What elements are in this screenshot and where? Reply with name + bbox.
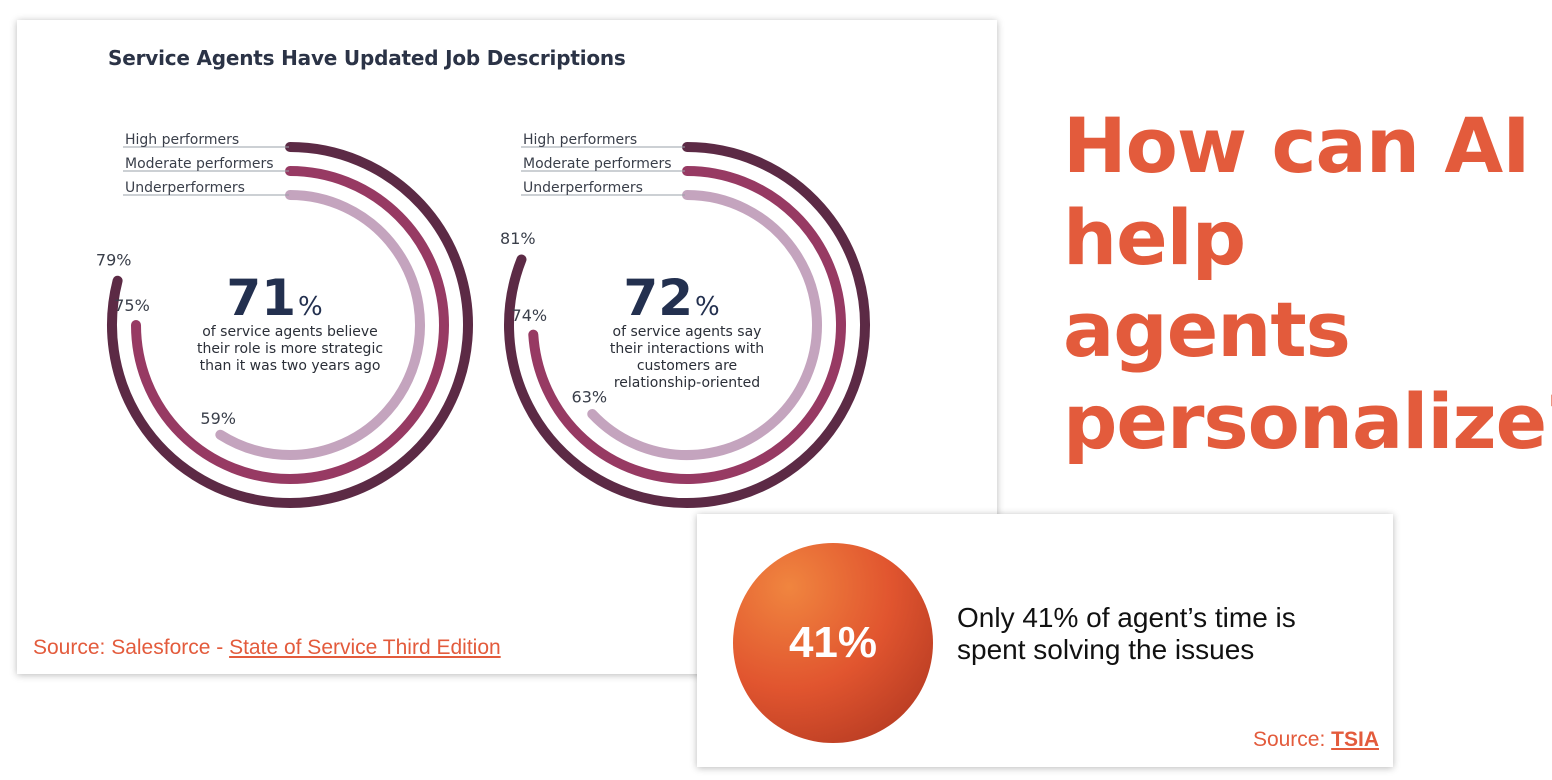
chart-card: Service Agents Have Updated Job Descript… <box>17 20 997 674</box>
source-link-state-of-service[interactable]: State of Service Third Edition <box>229 636 501 659</box>
stat-text: Only 41% of agent’s time is spent solvin… <box>957 602 1296 665</box>
headline-line-3: personalize? <box>1063 377 1552 466</box>
value-label-moderate-chart-2: 74% <box>512 306 548 325</box>
legend-high-chart-1: High performers <box>125 132 239 148</box>
ring-under-chart-1 <box>215 190 425 460</box>
value-label-under-chart-1: 59% <box>200 409 236 428</box>
legend-high-chart-2: High performers <box>523 132 637 148</box>
legend-moderate-chart-2: Moderate performers <box>523 156 672 172</box>
legend-moderate-chart-1: Moderate performers <box>125 156 274 172</box>
ring-moderate-chart-1 <box>131 166 449 484</box>
legend-under-chart-1: Underperformers <box>125 180 245 196</box>
stat-value: 41% <box>788 618 878 667</box>
center-text-line-3-chart-2: customers are <box>637 358 737 374</box>
stat-card: 41% Only 41% of agent’s time is spent so… <box>697 514 1393 767</box>
value-label-under-chart-2: 63% <box>572 388 608 407</box>
chart-title: Service Agents Have Updated Job Descript… <box>108 46 626 70</box>
source-prefix: Source: Salesforce - <box>33 636 230 659</box>
headline-line-2: help agents <box>1063 193 1351 374</box>
center-value-chart-2: 72 <box>623 269 693 327</box>
ring-high-chart-2 <box>504 142 870 508</box>
center-text-line-1-chart-1: of service agents believe <box>202 324 378 340</box>
center-unit-chart-2: % <box>695 292 720 322</box>
source-prefix: Source: <box>1252 728 1332 751</box>
ring-moderate-chart-2 <box>528 166 846 484</box>
source-link-tsia[interactable]: TSIA <box>1331 728 1379 751</box>
stat-badge: 41% <box>733 543 933 743</box>
value-label-high-chart-1: 79% <box>96 251 132 270</box>
legend-under-chart-2: Underperformers <box>523 180 643 196</box>
headline-line-1: How can AI <box>1063 101 1530 190</box>
ring-under-chart-2 <box>587 190 822 460</box>
radial-charts: High performers 79% Moderate performers 75%… <box>96 132 870 508</box>
value-label-moderate-chart-1: 75% <box>114 296 150 315</box>
center-text-line-4-chart-2: relationship-oriented <box>614 375 760 391</box>
center-text-line-3-chart-1: than it was two years ago <box>200 358 381 374</box>
center-value-chart-1: 71 <box>226 269 296 327</box>
headline: How can AI help agents personalize? <box>1063 100 1552 468</box>
center-text-line-2-chart-2: their interactions with <box>610 341 764 357</box>
center-text-line-1-chart-2: of service agents say <box>613 324 762 340</box>
value-label-high-chart-2: 81% <box>500 229 536 248</box>
ring-high-chart-1 <box>106 142 473 508</box>
center-unit-chart-1: % <box>298 292 323 322</box>
center-text-line-2-chart-1: their role is more strategic <box>197 341 383 357</box>
source-salesforce: Source: Salesforce - State of Service Th… <box>33 636 501 660</box>
source-tsia: Source: TSIA <box>1253 728 1379 752</box>
